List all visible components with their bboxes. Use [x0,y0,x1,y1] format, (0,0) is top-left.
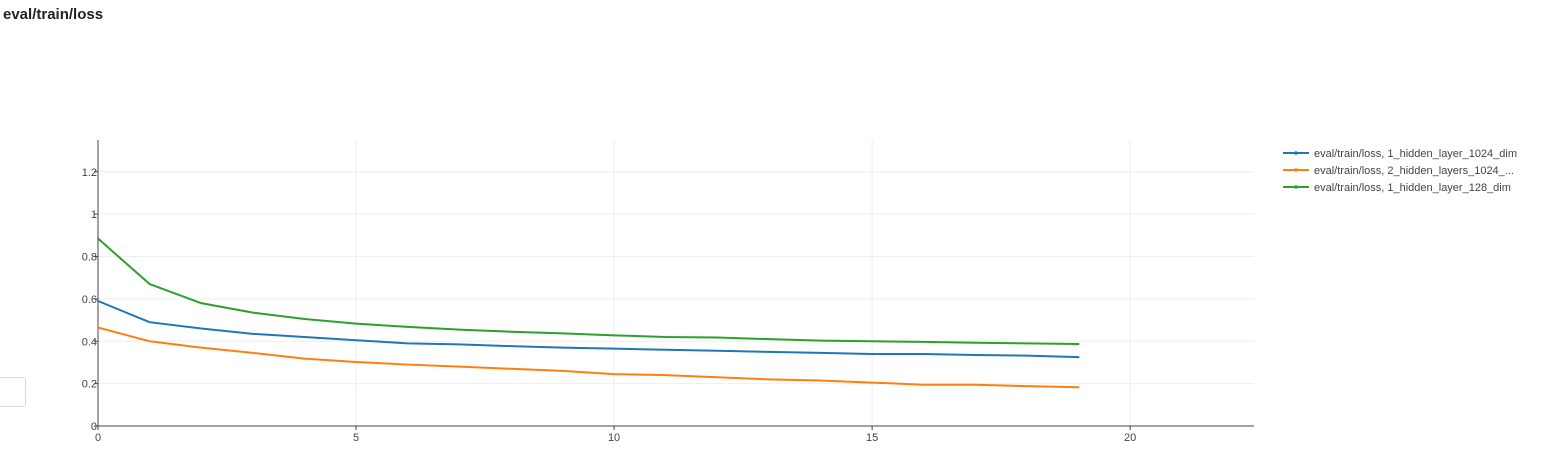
legend-item[interactable]: eval/train/loss, 2_hidden_layers_1024_..… [1283,165,1514,177]
y-tick-label: 1 [91,209,97,221]
y-tick-label: 0.4 [82,336,97,348]
side-panel-toggle[interactable] [0,377,26,407]
legend-item[interactable]: eval/train/loss, 1_hidden_layer_1024_dim [1283,148,1517,160]
x-tick-label: 20 [1124,432,1136,444]
x-tick-label: 5 [353,432,359,444]
legend-label: eval/train/loss, 1_hidden_layer_1024_dim [1314,148,1517,160]
legend-item[interactable]: eval/train/loss, 1_hidden_layer_128_dim [1283,182,1511,194]
y-tick-label: 0 [91,421,97,433]
y-tick-label: 0.6 [82,294,97,306]
series-line-1[interactable] [97,300,1080,359]
y-tick-label: 0.2 [82,379,97,391]
x-tick-label: 10 [608,432,620,444]
legend-label: eval/train/loss, 1_hidden_layer_128_dim [1314,182,1511,194]
grid-lines [98,140,1254,426]
x-tick-label: 0 [95,432,101,444]
axes: 0 5 10 15 20 0 0.2 0.4 0.6 0.8 1 1.2 [82,140,1254,444]
x-tick-label: 15 [866,432,878,444]
series-lines [97,237,1080,389]
legend-marker [1294,168,1298,172]
legend-label: eval/train/loss, 2_hidden_layers_1024_..… [1314,165,1514,177]
chart-title: eval/train/loss [3,6,104,23]
y-tick-label: 0.8 [82,252,97,264]
series-line-2[interactable] [97,326,1080,389]
legend[interactable]: eval/train/loss, 1_hidden_layer_1024_dim… [1283,148,1517,194]
legend-marker [1294,151,1298,155]
legend-marker [1294,185,1298,189]
y-tick-label: 1.2 [82,167,97,179]
series-line-3[interactable] [97,237,1080,346]
